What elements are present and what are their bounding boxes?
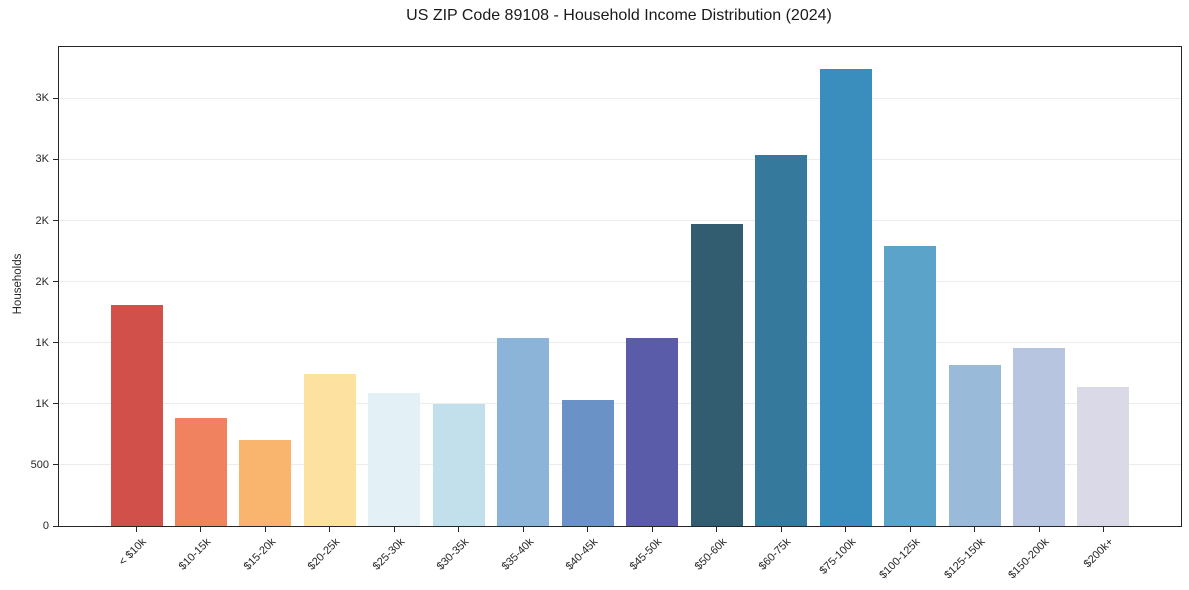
x-tick-label: $45-50k: [628, 536, 665, 573]
x-tick-mark: [1038, 527, 1040, 532]
y-tick-mark: [53, 220, 58, 221]
y-tick-label: 3K: [35, 153, 49, 166]
chart-title: US ZIP Code 89108 - Household Income Dis…: [406, 7, 832, 24]
y-tick-label: 0: [42, 520, 49, 532]
bar-30-35k: [432, 403, 485, 526]
y-tick-mark: [53, 97, 58, 99]
x-tick-mark: [845, 527, 847, 532]
bar-50-60k: [690, 224, 743, 526]
bar-45-50k: [626, 337, 679, 526]
bar-10-15k: [174, 418, 227, 526]
x-tick-mark: [1102, 527, 1104, 532]
bar-15-20k: [239, 440, 292, 526]
bar-40-45k: [561, 400, 614, 526]
x-tick-mark: [200, 527, 202, 532]
x-tick-label: $40-45k: [563, 536, 601, 573]
x-tick-label: $75-100k: [817, 536, 859, 577]
bar-200k: [1077, 386, 1130, 526]
y-tick-label: 3K: [35, 92, 49, 105]
y-gridline: [59, 342, 1181, 344]
bar-125-150k: [948, 364, 1001, 526]
x-tick-label: $50-60k: [692, 536, 730, 573]
x-tick-label: $100-125k: [877, 536, 923, 582]
x-tick-mark: [136, 527, 138, 532]
y-tick-label: 2K: [35, 214, 49, 227]
x-tick-mark: [651, 527, 653, 532]
x-tick-mark: [522, 527, 524, 532]
x-tick-label: $200k+: [1081, 536, 1116, 571]
x-tick-label: < $10k: [116, 536, 150, 569]
x-tick-label: $15-20k: [241, 536, 278, 573]
x-tick-label: $150-200k: [1006, 536, 1052, 582]
bar-35-40k: [497, 337, 550, 526]
bar-60-75k: [755, 154, 808, 526]
x-tick-label: $20-25k: [305, 536, 343, 573]
x-tick-mark: [264, 527, 266, 532]
y-tick-mark: [53, 525, 58, 527]
y-gridline: [59, 281, 1181, 283]
bar-100-125k: [884, 246, 937, 526]
bar-150-200k: [1013, 347, 1065, 526]
x-tick-mark: [329, 527, 331, 532]
x-tick-mark: [458, 527, 460, 532]
y-axis-label: Households: [12, 253, 24, 315]
y-tick-label: 1K: [35, 336, 49, 349]
y-tick-label: 1K: [35, 397, 49, 410]
y-gridline: [59, 97, 1181, 99]
y-gridline: [59, 220, 1181, 221]
x-tick-label: $60-75k: [757, 536, 794, 573]
y-tick-mark: [53, 158, 58, 160]
x-tick-label: $30-35k: [434, 536, 472, 573]
x-tick-mark: [909, 527, 911, 532]
x-tick-label: $25-30k: [370, 536, 407, 573]
x-tick-label: $35-40k: [499, 536, 536, 573]
y-tick-mark: [53, 403, 58, 405]
bar-75-100k: [819, 69, 872, 526]
bar-25-30k: [368, 392, 421, 526]
bar-10k: [110, 304, 163, 526]
y-tick-label: 500: [30, 458, 49, 471]
y-tick-mark: [53, 464, 58, 466]
x-tick-mark: [780, 527, 782, 532]
x-tick-mark: [974, 527, 976, 532]
y-tick-mark: [53, 281, 58, 283]
y-gridline: [59, 464, 1181, 466]
y-gridline: [59, 158, 1181, 160]
y-gridline: [59, 403, 1181, 405]
x-tick-label: $10-15k: [176, 536, 214, 573]
x-tick-mark: [716, 527, 718, 532]
x-tick-mark: [587, 527, 589, 532]
y-tick-mark: [53, 342, 58, 344]
bar-20-25k: [303, 374, 356, 526]
x-tick-mark: [393, 527, 395, 532]
y-tick-label: 2K: [35, 275, 49, 288]
x-tick-label: $125-150k: [941, 536, 988, 582]
plot-area: 0 500 1K 1K 2K 2K 3K 3K < $10k $10-15k $15-20k $20-…: [31, 46, 1182, 581]
